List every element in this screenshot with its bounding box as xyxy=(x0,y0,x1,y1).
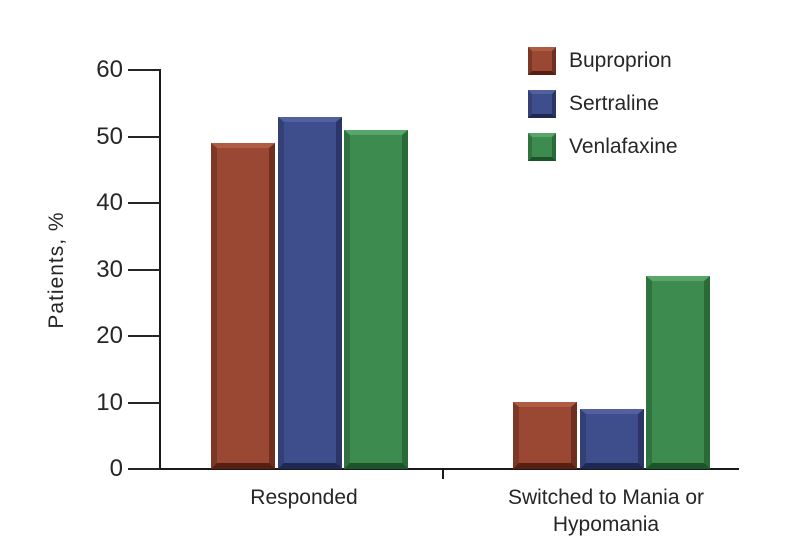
legend-label-buproprion: Buproprion xyxy=(569,49,672,72)
y-tick-mark-60 xyxy=(128,69,160,71)
legend-row-venlafaxine: Venlafaxine xyxy=(528,133,678,161)
y-tick-label-0: 0 xyxy=(109,455,123,482)
bar-buproprion-switched xyxy=(513,402,577,469)
legend-swatch-sertraline xyxy=(528,90,556,118)
bar-buproprion-responded xyxy=(211,143,275,469)
y-tick-label-60: 60 xyxy=(96,56,123,83)
legend: Buproprion Sertraline Venlafaxine xyxy=(528,47,678,176)
legend-swatch-buproprion xyxy=(528,47,556,75)
x-category-label-responded: Responded xyxy=(250,486,358,509)
y-tick-mark-30 xyxy=(128,268,160,271)
y-axis-line xyxy=(159,69,161,469)
y-tick-label-50: 50 xyxy=(96,122,123,150)
y-tick-mark-0 xyxy=(128,468,160,470)
legend-row-buproprion: Buproprion xyxy=(528,47,678,75)
y-tick-label-20: 20 xyxy=(96,322,123,349)
x-axis-category-divider-tick xyxy=(442,470,444,479)
y-tick-label-10: 10 xyxy=(96,388,123,416)
y-tick-mark-50 xyxy=(128,135,160,138)
legend-label-sertraline: Sertraline xyxy=(569,92,659,115)
x-category-label-switched: Switched to Mania or Hypomania xyxy=(507,486,705,536)
bar-venlafaxine-responded xyxy=(344,130,408,469)
y-tick-label-40: 40 xyxy=(96,189,123,216)
bar-venlafaxine-switched xyxy=(646,276,710,469)
y-tick-mark-20 xyxy=(128,335,160,337)
legend-label-venlafaxine: Venlafaxine xyxy=(569,135,678,158)
legend-row-sertraline: Sertraline xyxy=(528,90,678,118)
legend-swatch-venlafaxine xyxy=(528,133,556,161)
bar-sertraline-responded xyxy=(278,117,342,469)
y-tick-mark-40 xyxy=(128,202,160,204)
y-tick-mark-10 xyxy=(128,401,160,404)
x-axis-line xyxy=(159,468,739,470)
y-tick-label-30: 30 xyxy=(96,255,123,283)
bar-sertraline-switched xyxy=(580,409,644,469)
